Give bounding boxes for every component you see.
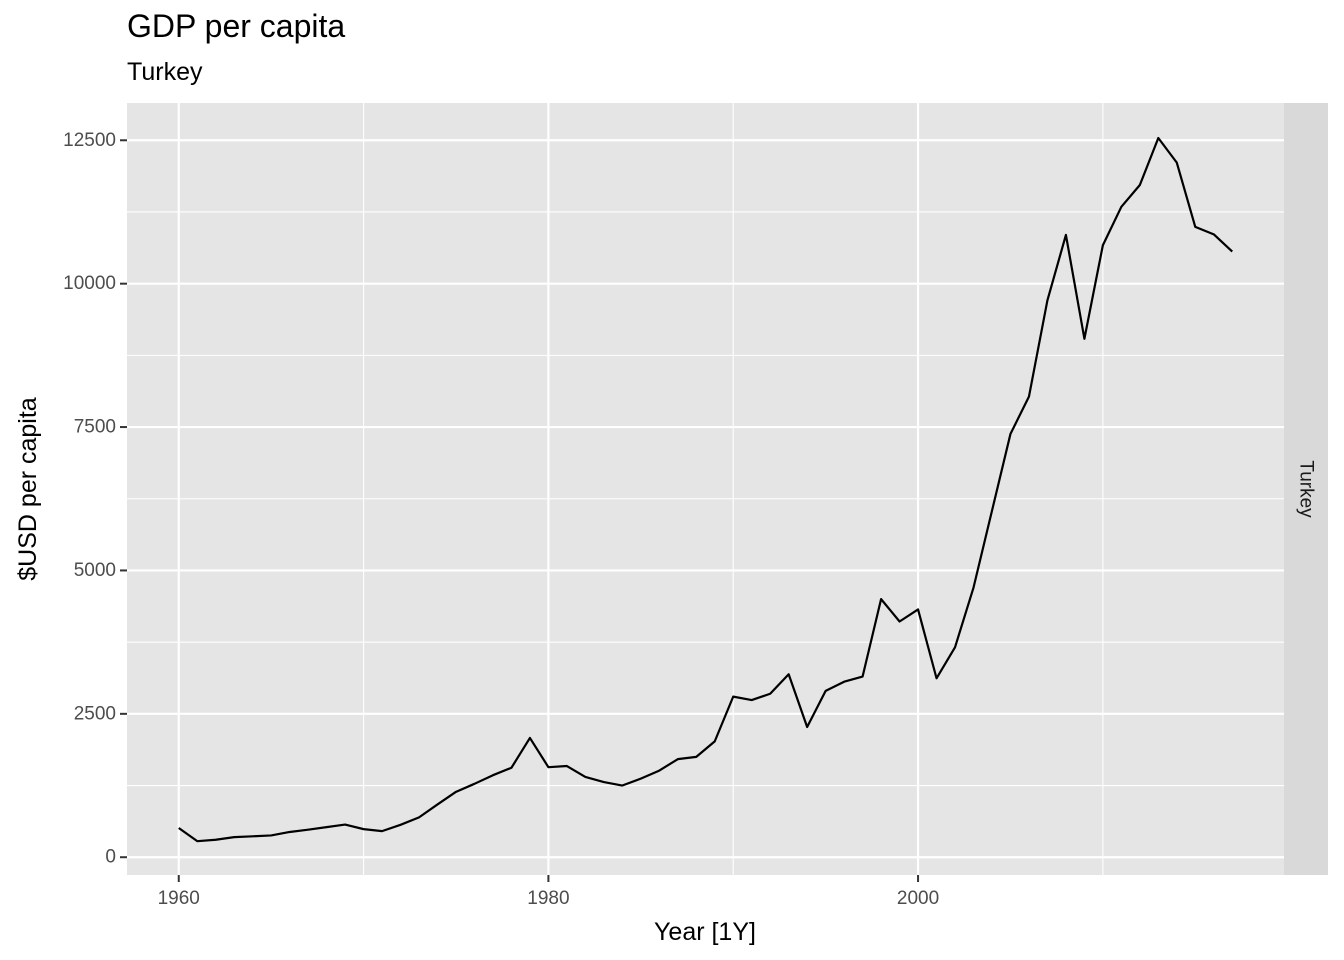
plot-panel xyxy=(127,103,1284,875)
y-axis: 0 2500 5000 7500 10000 12500 xyxy=(63,130,127,868)
y-tick-label: 2500 xyxy=(74,703,116,724)
y-tick-label: 10000 xyxy=(63,273,116,294)
facet-strip xyxy=(1284,103,1328,875)
chart-title: GDP per capita xyxy=(127,8,346,44)
y-tick-label: 12500 xyxy=(63,130,116,151)
y-axis-title: $USD per capita xyxy=(14,397,42,581)
major-gridlines xyxy=(127,103,1284,875)
chart-subtitle: Turkey xyxy=(127,58,203,86)
y-tick-label: 7500 xyxy=(74,417,116,438)
minor-gridlines xyxy=(127,103,1284,875)
facet-strip-label: Turkey xyxy=(1296,460,1317,518)
x-axis: 1960 1980 2000 xyxy=(158,875,939,909)
x-tick-label: 2000 xyxy=(897,888,939,909)
x-axis-title: Year [1Y] xyxy=(654,918,756,946)
series-line-turkey xyxy=(178,136,1233,843)
x-tick-label: 1980 xyxy=(527,888,569,909)
x-tick-label: 1960 xyxy=(158,888,200,909)
y-tick-label: 0 xyxy=(105,847,116,868)
y-tick-label: 5000 xyxy=(74,560,116,581)
